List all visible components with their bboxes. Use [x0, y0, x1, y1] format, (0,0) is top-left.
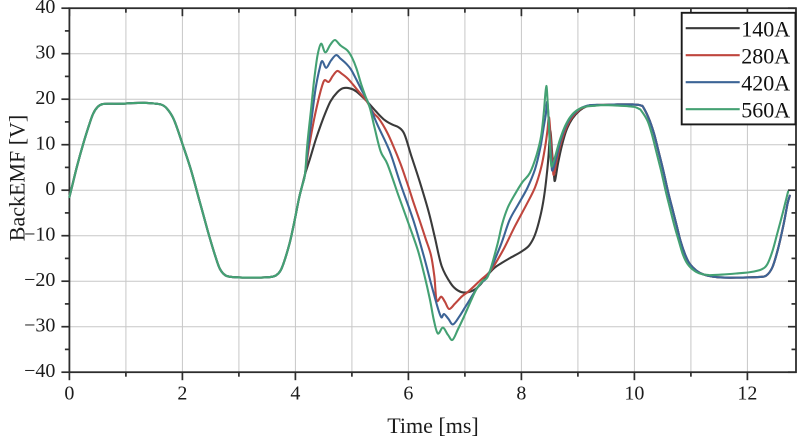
svg-text:140A: 140A	[741, 16, 790, 41]
svg-text:4: 4	[290, 382, 300, 404]
svg-text:8: 8	[516, 382, 526, 404]
svg-text:Time [ms]: Time [ms]	[387, 413, 478, 438]
svg-text:−30: −30	[24, 315, 55, 337]
svg-text:−10: −10	[24, 224, 55, 246]
svg-text:BackEMF [V]: BackEMF [V]	[5, 115, 30, 241]
svg-text:−40: −40	[24, 360, 55, 382]
svg-text:0: 0	[64, 382, 74, 404]
svg-text:420A: 420A	[741, 70, 790, 95]
svg-text:20: 20	[35, 87, 55, 109]
svg-text:10: 10	[35, 133, 55, 155]
svg-text:10: 10	[624, 382, 644, 404]
svg-text:40: 40	[35, 0, 55, 18]
svg-text:0: 0	[45, 178, 55, 200]
svg-text:−20: −20	[24, 269, 55, 291]
svg-text:560A: 560A	[741, 97, 790, 122]
svg-text:30: 30	[35, 42, 55, 64]
svg-text:6: 6	[403, 382, 413, 404]
svg-text:2: 2	[177, 382, 187, 404]
svg-text:280A: 280A	[741, 43, 790, 68]
svg-text:12: 12	[737, 382, 757, 404]
